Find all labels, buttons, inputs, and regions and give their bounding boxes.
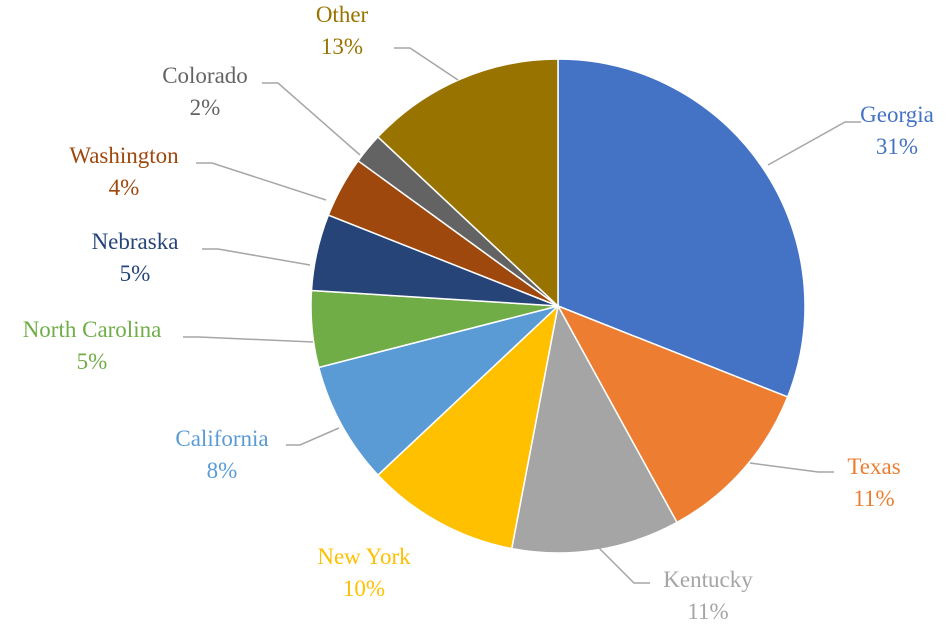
data-label-percent: 4% (109, 175, 140, 200)
data-label-washington: Washington 4% (69, 143, 179, 200)
pie-slice-georgia (557, 58, 806, 398)
leader-line-colorado (262, 82, 361, 156)
pie-slice-other (376, 58, 559, 308)
data-label-percent: 11% (853, 486, 894, 511)
data-label-category: Washington (69, 143, 179, 168)
data-label-category: Colorado (162, 63, 248, 88)
data-label-percent: 31% (876, 134, 918, 159)
data-label-category: Nebraska (92, 229, 179, 254)
data-label-category: Georgia (860, 102, 934, 127)
data-label-category: North Carolina (23, 317, 162, 342)
data-label-category: Kentucky (663, 567, 753, 592)
data-label-other: Other 13% (316, 2, 369, 59)
data-label-north-carolina: North Carolina 5% (23, 317, 162, 374)
data-label-california: California 8% (175, 426, 268, 483)
data-label-nebraska: Nebraska 5% (92, 229, 179, 286)
pie-slice-california (317, 305, 559, 477)
data-label-percent: 10% (343, 576, 385, 601)
leader-line-california (286, 427, 340, 446)
leader-line-georgia (767, 121, 861, 166)
data-label-percent: 11% (687, 599, 728, 624)
data-label-category: California (175, 426, 268, 451)
data-label-percent: 2% (190, 95, 221, 120)
data-label-percent: 8% (207, 458, 238, 483)
leader-line-washington (196, 162, 327, 201)
slice-labels: Georgia 31% Texas 11% Kentucky 11% New York 10%… (23, 2, 934, 624)
data-label-georgia: Georgia 31% (860, 102, 934, 159)
pie-slice-texas (556, 304, 789, 524)
data-label-percent: 5% (77, 349, 108, 374)
data-label-percent: 13% (321, 34, 363, 59)
leader-line-nebraska (202, 248, 311, 266)
pie-slice-kentucky (510, 303, 679, 554)
data-label-category: Texas (847, 454, 900, 479)
data-label-colorado: Colorado 2% (162, 63, 248, 120)
leader-line-kentucky (597, 546, 650, 584)
data-label-texas: Texas 11% (847, 454, 900, 511)
leader-line-other (394, 47, 459, 81)
leader-lines (183, 47, 861, 584)
data-label-category: Other (316, 2, 369, 27)
data-label-new-york: New York 10% (317, 544, 411, 601)
pie-slice-new-york (376, 303, 560, 550)
data-label-category: New York (317, 544, 411, 569)
leader-line-texas (749, 462, 834, 473)
data-label-percent: 5% (120, 261, 151, 286)
data-label-kentucky: Kentucky 11% (663, 567, 753, 624)
pie-slices (310, 58, 806, 554)
leader-line-north-carolina (183, 336, 314, 343)
